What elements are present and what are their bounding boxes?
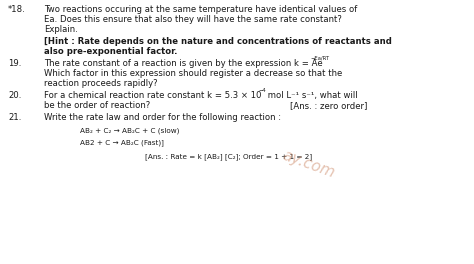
Text: −Ea/RT: −Ea/RT <box>310 56 329 61</box>
Text: 19.: 19. <box>8 59 21 68</box>
Text: *18.: *18. <box>8 5 26 14</box>
Text: ay.com: ay.com <box>280 148 337 181</box>
Text: [Hint : Rate depends on the nature and concentrations of reactants and: [Hint : Rate depends on the nature and c… <box>44 37 392 46</box>
Text: The rate constant of a reaction is given by the expression k = Ae: The rate constant of a reaction is given… <box>44 59 323 68</box>
Text: Explain.: Explain. <box>44 25 78 34</box>
Text: Which factor in this expression should register a decrease so that the: Which factor in this expression should r… <box>44 69 342 78</box>
Text: AB₂ + C₂ → AB₂C + C (slow): AB₂ + C₂ → AB₂C + C (slow) <box>80 127 179 134</box>
Text: Ea. Does this ensure that also they will have the same rate constant?: Ea. Does this ensure that also they will… <box>44 15 342 24</box>
Text: −4: −4 <box>258 88 266 93</box>
Text: [Ans. : zero order]: [Ans. : zero order] <box>290 101 367 110</box>
Text: 21.: 21. <box>8 113 21 122</box>
Text: be the order of reaction?: be the order of reaction? <box>44 101 150 110</box>
Text: 20.: 20. <box>8 91 21 100</box>
Text: mol L⁻¹ s⁻¹, what will: mol L⁻¹ s⁻¹, what will <box>265 91 357 100</box>
Text: Write the rate law and order for the following reaction :: Write the rate law and order for the fol… <box>44 113 281 122</box>
Text: reaction proceeds rapidly?: reaction proceeds rapidly? <box>44 79 158 88</box>
Text: AB2 + C → AB₂C (Fast)]: AB2 + C → AB₂C (Fast)] <box>80 139 164 146</box>
Text: For a chemical reaction rate constant k = 5.3 × 10: For a chemical reaction rate constant k … <box>44 91 262 100</box>
Text: [Ans. : Rate = k [AB₂] [C₂]; Order = 1 + 1 = 2]: [Ans. : Rate = k [AB₂] [C₂]; Order = 1 +… <box>145 153 312 160</box>
Text: also pre-exponential factor.: also pre-exponential factor. <box>44 47 177 56</box>
Text: Two reactions occuring at the same temperature have identical values of: Two reactions occuring at the same tempe… <box>44 5 357 14</box>
